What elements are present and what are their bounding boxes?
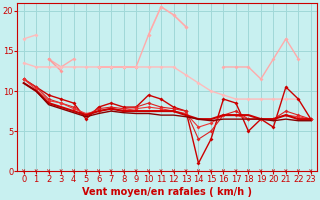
- X-axis label: Vent moyen/en rafales ( km/h ): Vent moyen/en rafales ( km/h ): [82, 187, 252, 197]
